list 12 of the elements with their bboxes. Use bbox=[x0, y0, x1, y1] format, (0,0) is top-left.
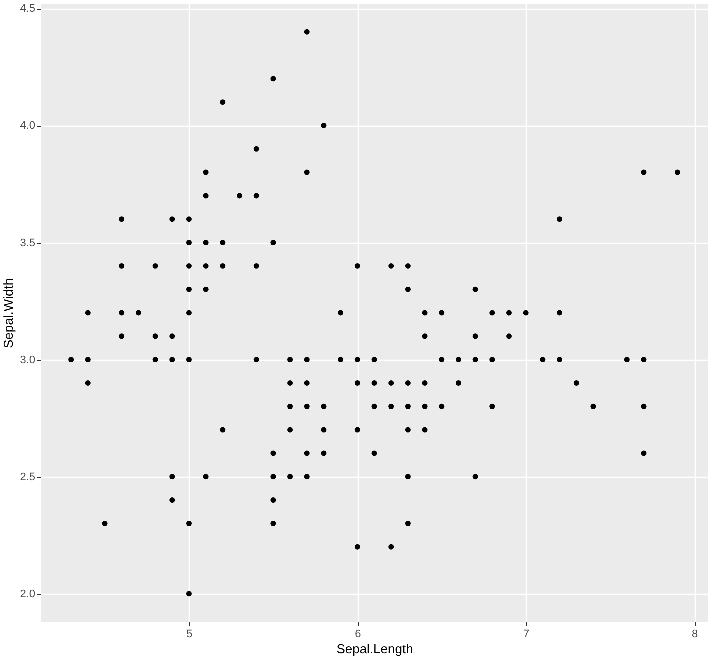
x-axis-title: Sepal.Length bbox=[336, 642, 414, 656]
y-tick-label: 3.5 bbox=[20, 237, 36, 250]
x-tick-label: 6 bbox=[355, 628, 362, 640]
x-tick-label: 8 bbox=[692, 628, 698, 640]
y-tick-label: 4.5 bbox=[20, 3, 36, 16]
y-tick-label: 4.0 bbox=[20, 120, 36, 132]
y-tick-label: 2.0 bbox=[20, 588, 36, 600]
x-tick-label: 5 bbox=[186, 628, 193, 640]
y-tick-label: 2.5 bbox=[20, 471, 36, 484]
y-tick-label: 3.0 bbox=[20, 354, 36, 366]
x-tick-label: 7 bbox=[524, 628, 530, 640]
y-axis-title: Sepal.Width bbox=[1, 278, 16, 349]
